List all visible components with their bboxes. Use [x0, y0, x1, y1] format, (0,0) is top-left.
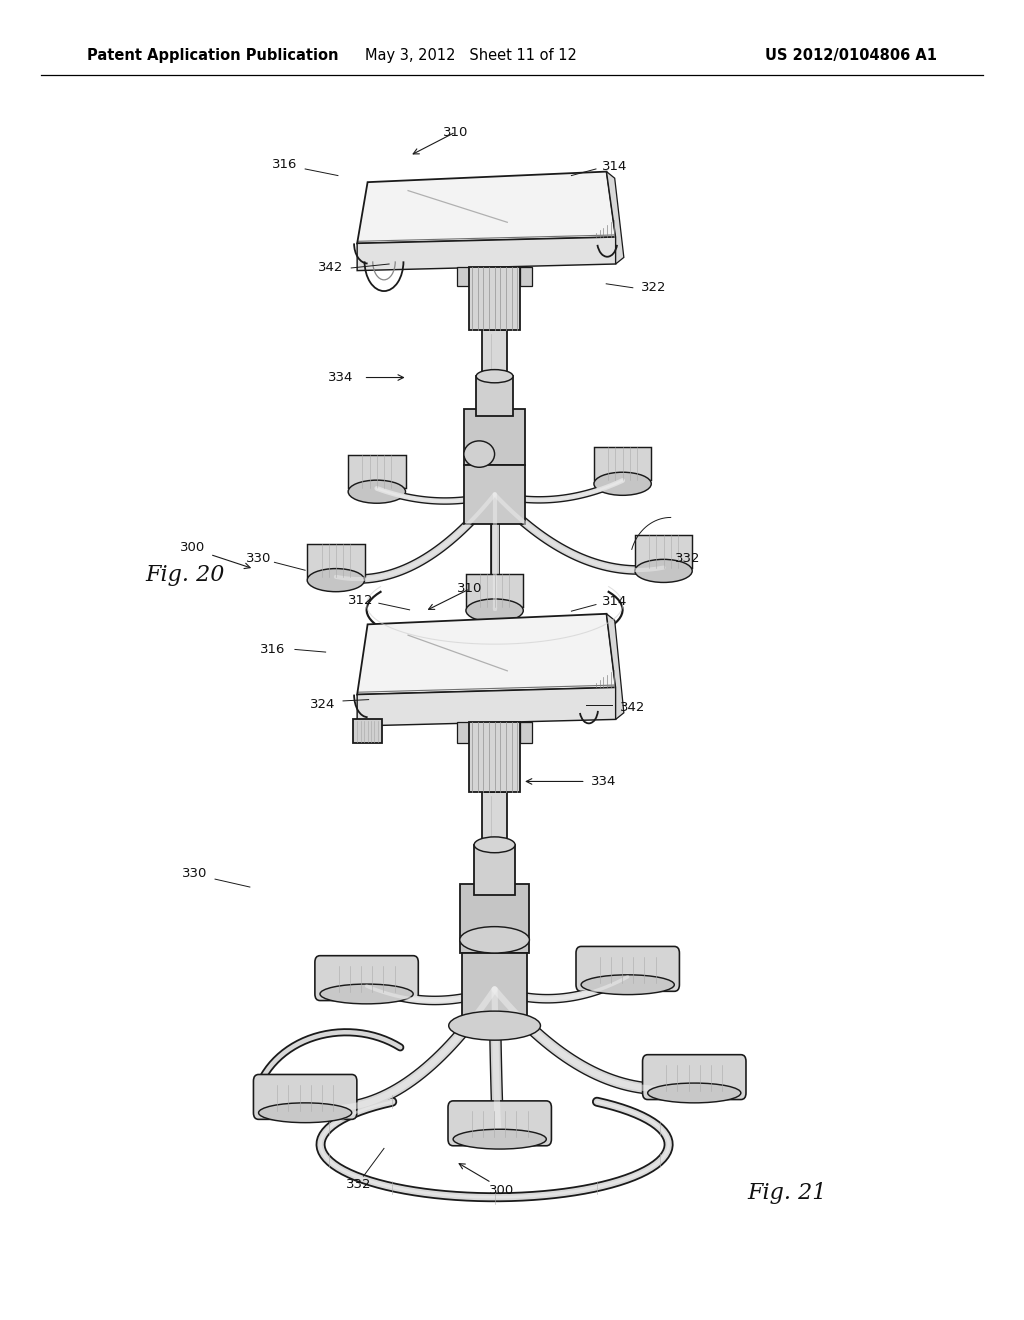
Bar — [307, 544, 365, 577]
FancyBboxPatch shape — [315, 956, 418, 1001]
Ellipse shape — [647, 1082, 740, 1104]
Text: 332: 332 — [346, 1177, 371, 1191]
Ellipse shape — [319, 985, 413, 1003]
Bar — [594, 447, 651, 480]
Polygon shape — [357, 688, 615, 726]
Text: 342: 342 — [318, 261, 343, 275]
Text: Fig. 20: Fig. 20 — [145, 564, 225, 586]
Text: 330: 330 — [182, 867, 207, 880]
Polygon shape — [606, 614, 624, 719]
Text: 316: 316 — [260, 643, 285, 656]
Text: May 3, 2012   Sheet 11 of 12: May 3, 2012 Sheet 11 of 12 — [366, 48, 577, 63]
FancyBboxPatch shape — [643, 1055, 745, 1100]
Ellipse shape — [581, 974, 674, 995]
Bar — [353, 719, 382, 743]
Text: 342: 342 — [621, 701, 645, 714]
Text: 334: 334 — [329, 371, 353, 384]
Bar — [457, 267, 469, 285]
Ellipse shape — [594, 473, 651, 495]
Polygon shape — [357, 172, 615, 243]
Text: 300: 300 — [489, 1184, 514, 1197]
Text: 310: 310 — [443, 125, 468, 139]
Bar — [464, 409, 525, 465]
Text: 324: 324 — [310, 698, 335, 711]
Bar — [464, 465, 525, 524]
Bar — [635, 535, 692, 568]
Bar — [457, 722, 469, 743]
Ellipse shape — [460, 927, 529, 953]
Text: 334: 334 — [592, 775, 616, 788]
Ellipse shape — [449, 1011, 541, 1040]
Ellipse shape — [307, 569, 365, 591]
Bar — [469, 267, 520, 330]
Ellipse shape — [258, 1102, 352, 1122]
FancyBboxPatch shape — [575, 946, 680, 991]
Bar — [462, 953, 527, 1026]
FancyBboxPatch shape — [254, 1074, 357, 1119]
Text: 314: 314 — [602, 160, 627, 173]
Ellipse shape — [466, 599, 523, 622]
Polygon shape — [606, 172, 624, 264]
Polygon shape — [357, 614, 615, 694]
Bar — [520, 267, 532, 285]
Ellipse shape — [635, 560, 692, 582]
FancyBboxPatch shape — [449, 1101, 551, 1146]
Bar — [348, 455, 406, 488]
Polygon shape — [357, 238, 615, 271]
Bar — [476, 376, 513, 416]
Bar — [460, 884, 529, 953]
Text: 312: 312 — [348, 594, 373, 607]
Bar — [469, 722, 520, 792]
Bar — [520, 722, 532, 743]
Ellipse shape — [453, 1129, 547, 1148]
Ellipse shape — [348, 480, 406, 503]
Bar — [482, 330, 507, 409]
Bar — [474, 845, 515, 895]
Text: 332: 332 — [676, 552, 700, 565]
Text: Fig. 21: Fig. 21 — [748, 1181, 827, 1204]
Bar — [466, 574, 523, 607]
Ellipse shape — [476, 370, 513, 383]
Text: 314: 314 — [602, 595, 627, 609]
Text: 316: 316 — [272, 158, 297, 172]
Text: 330: 330 — [247, 552, 271, 565]
Ellipse shape — [464, 441, 495, 467]
Text: 310: 310 — [458, 582, 482, 595]
Text: 322: 322 — [641, 281, 666, 294]
Bar — [482, 792, 507, 884]
Ellipse shape — [474, 837, 515, 853]
Text: 300: 300 — [180, 541, 205, 554]
Text: Patent Application Publication: Patent Application Publication — [87, 48, 339, 63]
Text: US 2012/0104806 A1: US 2012/0104806 A1 — [765, 48, 937, 63]
